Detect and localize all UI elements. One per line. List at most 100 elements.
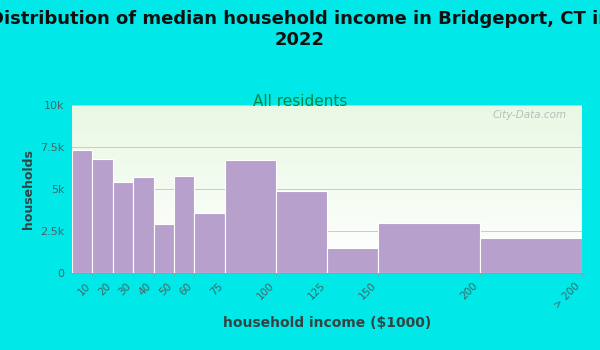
Bar (72, 172, 582, 174)
Bar (72, 189, 582, 191)
Bar (72, 181, 582, 182)
Bar (72, 229, 582, 231)
Bar (72, 194, 582, 196)
Bar (72, 118, 582, 120)
Bar (72, 130, 582, 132)
Bar (72, 134, 582, 135)
Bar (72, 268, 582, 270)
Bar (154, 224, 174, 273)
Bar (72, 251, 582, 253)
Bar (72, 108, 582, 110)
Bar (72, 256, 582, 258)
Bar (72, 140, 582, 142)
Bar (72, 107, 582, 108)
Bar (72, 179, 582, 181)
Bar (72, 170, 582, 172)
Bar (72, 149, 582, 150)
Bar (72, 271, 582, 273)
Bar (72, 202, 582, 204)
Text: Distribution of median household income in Bridgeport, CT in
2022: Distribution of median household income … (0, 10, 600, 49)
Bar (72, 214, 582, 216)
Bar (72, 182, 582, 184)
Bar (72, 246, 582, 248)
Bar (72, 150, 92, 273)
Bar (225, 160, 276, 273)
Bar (378, 223, 480, 273)
Bar (72, 166, 582, 167)
Y-axis label: households: households (22, 149, 35, 229)
Bar (72, 127, 582, 128)
Bar (72, 204, 582, 206)
Bar (72, 162, 582, 164)
Bar (480, 238, 582, 273)
Bar (72, 224, 582, 226)
Bar (72, 169, 582, 170)
Bar (72, 112, 582, 113)
Bar (72, 122, 582, 124)
Bar (72, 115, 582, 117)
Bar (72, 238, 582, 239)
Bar (72, 196, 582, 197)
Bar (72, 231, 582, 233)
Bar (72, 212, 582, 214)
Bar (72, 150, 582, 152)
Bar (72, 258, 582, 260)
Bar (72, 176, 582, 177)
Bar (276, 191, 327, 273)
Bar (72, 239, 582, 241)
Bar (174, 176, 194, 273)
Bar (72, 228, 582, 229)
Bar (72, 144, 582, 145)
Bar (72, 199, 582, 201)
X-axis label: household income ($1000): household income ($1000) (223, 316, 431, 330)
Bar (194, 212, 225, 273)
Bar (72, 234, 582, 236)
Bar (72, 117, 582, 118)
Bar (72, 250, 582, 251)
Bar (72, 253, 582, 254)
Bar (72, 263, 582, 265)
Bar (72, 219, 582, 221)
Bar (92, 159, 113, 273)
Bar (72, 191, 582, 192)
Bar (327, 248, 378, 273)
Bar (72, 125, 582, 127)
Bar (72, 105, 582, 107)
Bar (72, 177, 582, 179)
Bar (72, 120, 582, 122)
Bar (72, 216, 582, 218)
Text: All residents: All residents (253, 94, 347, 110)
Bar (72, 270, 582, 271)
Bar (72, 124, 582, 125)
Bar (72, 208, 582, 209)
Bar (72, 261, 582, 263)
Bar (72, 236, 582, 238)
Bar (72, 157, 582, 159)
Bar (113, 182, 133, 273)
Bar (72, 137, 582, 139)
Bar (72, 197, 582, 199)
Bar (72, 113, 582, 115)
Bar (72, 265, 582, 266)
Bar (72, 201, 582, 202)
Bar (72, 193, 582, 194)
Bar (72, 254, 582, 256)
Bar (72, 248, 582, 250)
Bar (72, 147, 582, 149)
Bar (72, 167, 582, 169)
Bar (72, 159, 582, 160)
Bar (72, 142, 582, 144)
Bar (72, 135, 582, 137)
Bar (72, 209, 582, 211)
Bar (72, 128, 582, 130)
Bar (72, 152, 582, 154)
Bar (72, 211, 582, 212)
Bar (72, 132, 582, 134)
Bar (72, 145, 582, 147)
Bar (72, 226, 582, 228)
Bar (72, 221, 582, 223)
Bar (72, 187, 582, 189)
Bar (72, 139, 582, 140)
Bar (72, 155, 582, 157)
Bar (72, 223, 582, 224)
